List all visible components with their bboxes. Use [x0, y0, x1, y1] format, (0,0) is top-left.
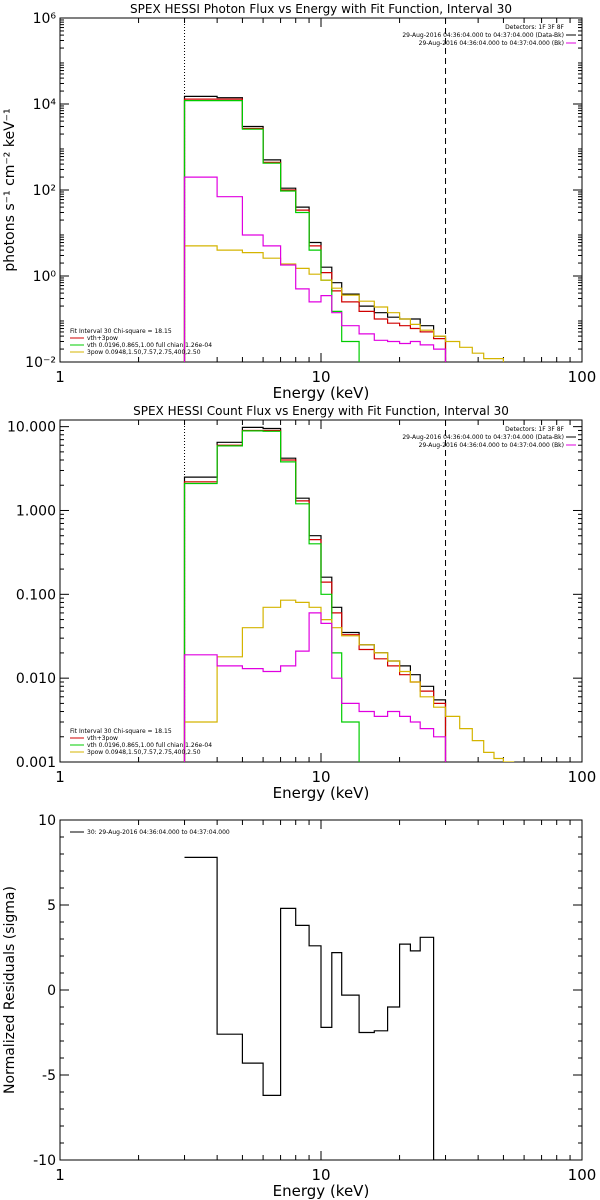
y-tick-label: 10⁰ [33, 269, 57, 285]
y-tick-label: 0.010 [16, 671, 56, 687]
chart-panel-2: 1 10 100 0.001 0.010 0.100 1.000 10.000 SPEX HES… [7, 404, 596, 802]
y-axis-label: Normalized Residuals (sigma) [2, 886, 18, 1094]
y-tick-label: 0 [47, 983, 56, 999]
series-line-4 [183, 599, 515, 762]
series-line-2 [183, 429, 447, 762]
x-tick-label: 100 [568, 768, 597, 786]
legend-top-right-text: Detectors: 1F 3F 8F [505, 24, 564, 31]
legend-bottom-left-text: vth+3pow [87, 735, 118, 742]
y-tick-label: 10⁴ [33, 97, 57, 113]
x-tick-label: 100 [568, 1166, 597, 1184]
chart-title: SPEX HESSI Count Flux vs Energy with Fit… [133, 404, 509, 418]
legend-top-right-text: Detectors: 1F 3F 8F [505, 426, 564, 433]
legend-top-right-text: 29-Aug-2016 04:36:04.000 to 04:37:04.000… [419, 442, 564, 449]
y-tick-label: -10 [33, 1153, 56, 1169]
series-line-1 [183, 426, 447, 762]
y-tick-label: 10.000 [7, 420, 56, 436]
series-line-2 [183, 98, 447, 362]
series-line-4 [183, 245, 504, 362]
series-line-5 [183, 612, 447, 762]
legend-bottom-left-text: vth 0.0196,0.865,1.00 full chian 1.26e-0… [87, 742, 212, 749]
x-tick-label: 10 [311, 768, 330, 786]
legend-top-right-text: 29-Aug-2016 04:36:04.000 to 04:37:04.000… [402, 434, 564, 441]
y-tick-label: 1.000 [16, 503, 56, 519]
y-tick-label: 5 [47, 898, 56, 914]
legend-top-right-text: 29-Aug-2016 04:36:04.000 to 04:37:04.000… [402, 32, 564, 39]
legend-bottom-left-text: 3pow 0.0948,1.50,7.57,2.75,400,2.50 [87, 349, 201, 356]
legend-top-left-text: 30: 29-Aug-2016 04:36:04.000 to 04:37:04… [87, 829, 230, 836]
legend-bottom-left-text: 3pow 0.0948,1.50,7.57,2.75,400,2.50 [87, 749, 201, 756]
y-tick-label: 0.001 [16, 755, 56, 771]
y-axis-label: photons s⁻¹ cm⁻² keV⁻¹ [2, 108, 18, 271]
series-line-5 [183, 176, 447, 362]
legend-top-right-text: 29-Aug-2016 04:36:04.000 to 04:37:04.000… [419, 40, 564, 47]
chart-panel-1: 1 10 100 10⁻² 10⁰ 10² 10⁴ 10⁶ SPEX HESSI Photon … [2, 2, 596, 402]
chart-title: SPEX HESSI Photon Flux vs Energy with Fi… [130, 2, 512, 16]
x-tick-label: 1 [55, 368, 65, 386]
x-tick-label: 1 [55, 1166, 65, 1184]
y-tick-label: 10⁶ [33, 11, 57, 27]
series-group [183, 95, 504, 362]
legend-bottom-left-text: vth 0.0196,0.865,1.00 full chian 1.26e-0… [87, 342, 212, 349]
x-axis-label: Energy (keV) [273, 384, 370, 402]
series-group [183, 426, 515, 762]
legend-bottom-left-text: Fit Interval 30 Chi-square = 18.15 [70, 728, 172, 735]
y-tick-label: -5 [42, 1068, 56, 1084]
series-group [184, 856, 446, 1160]
series-line-3 [183, 100, 360, 362]
y-tick-label: 10² [33, 183, 56, 199]
legend-bottom-left-text: Fit Interval 30 Chi-square = 18.15 [70, 328, 172, 335]
y-tick-label: 10⁻² [25, 355, 56, 371]
x-tick-label: 1 [55, 768, 65, 786]
series-line-3 [183, 430, 360, 762]
legend-bottom-left-text: vth+3pow [87, 335, 118, 342]
y-tick-label: 10 [38, 813, 56, 829]
y-tick-label: 0.100 [16, 587, 56, 603]
x-tick-label: 10 [311, 1166, 330, 1184]
x-axis-label: Energy (keV) [273, 784, 370, 802]
x-tick-label: 100 [568, 368, 597, 386]
x-tick-label: 10 [311, 368, 330, 386]
series-line-1 [183, 95, 447, 362]
series-line-1 [184, 856, 446, 1160]
x-axis-label: Energy (keV) [273, 1182, 370, 1200]
plot-frame [59, 17, 583, 363]
